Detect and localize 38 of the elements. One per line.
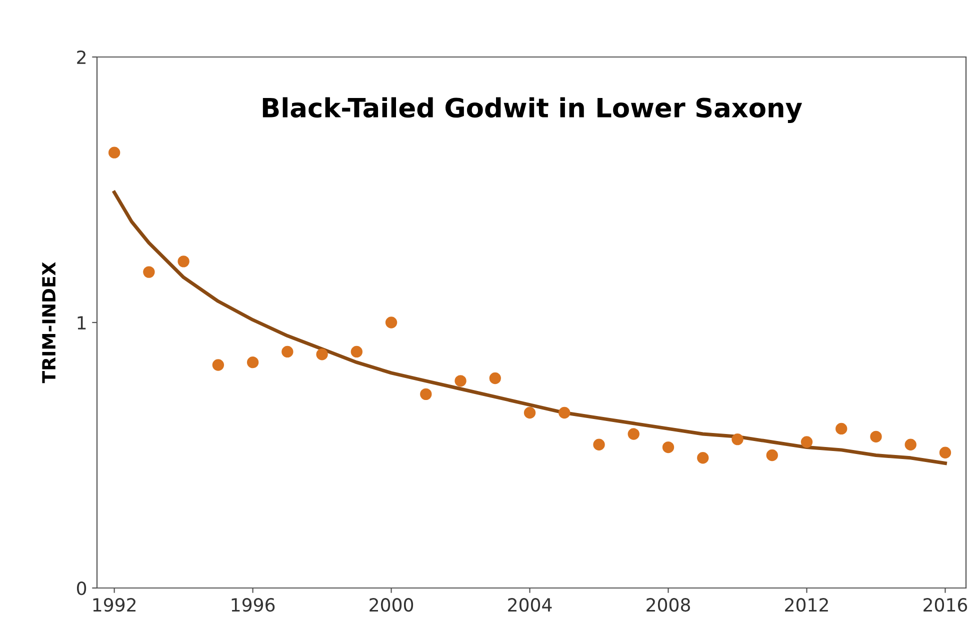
- point: [108, 146, 120, 158]
- point: [697, 452, 709, 464]
- point: [732, 433, 744, 446]
- point: [628, 428, 640, 440]
- point: [282, 346, 294, 358]
- point: [212, 359, 224, 371]
- x-tick-label: 2004: [508, 598, 552, 612]
- point: [662, 441, 674, 454]
- point: [939, 446, 952, 458]
- point: [143, 266, 155, 278]
- y-tick-label: 1: [78, 316, 86, 330]
- point: [489, 372, 501, 384]
- x-tick-label: 2000: [370, 598, 414, 612]
- x-tick-label: 1996: [232, 598, 275, 612]
- text: Black-Tailed Godwit in Lower Saxony: [262, 97, 802, 123]
- point: [870, 430, 882, 443]
- point: [350, 346, 363, 358]
- point: [178, 256, 190, 268]
- point: [385, 316, 398, 328]
- point: [454, 375, 466, 387]
- point: [316, 348, 328, 360]
- x-tick-label: 1992: [93, 598, 136, 612]
- x-tick-label: 2016: [924, 598, 968, 612]
- point: [246, 356, 259, 368]
- point: [420, 388, 432, 400]
- x-tick-label: 2008: [646, 598, 690, 612]
- point: [836, 422, 848, 435]
- y-tick-label: 2: [77, 50, 86, 64]
- point: [904, 438, 916, 450]
- point: [524, 406, 536, 419]
- point: [558, 406, 570, 419]
- line-series: [112, 190, 947, 465]
- x-tick-label: 2012: [785, 598, 828, 612]
- point: [593, 438, 605, 450]
- point: [800, 436, 813, 448]
- y-axis-title: TRIM-INDEX: [42, 262, 56, 384]
- y-tick-label: 0: [76, 581, 86, 596]
- point: [766, 449, 778, 462]
